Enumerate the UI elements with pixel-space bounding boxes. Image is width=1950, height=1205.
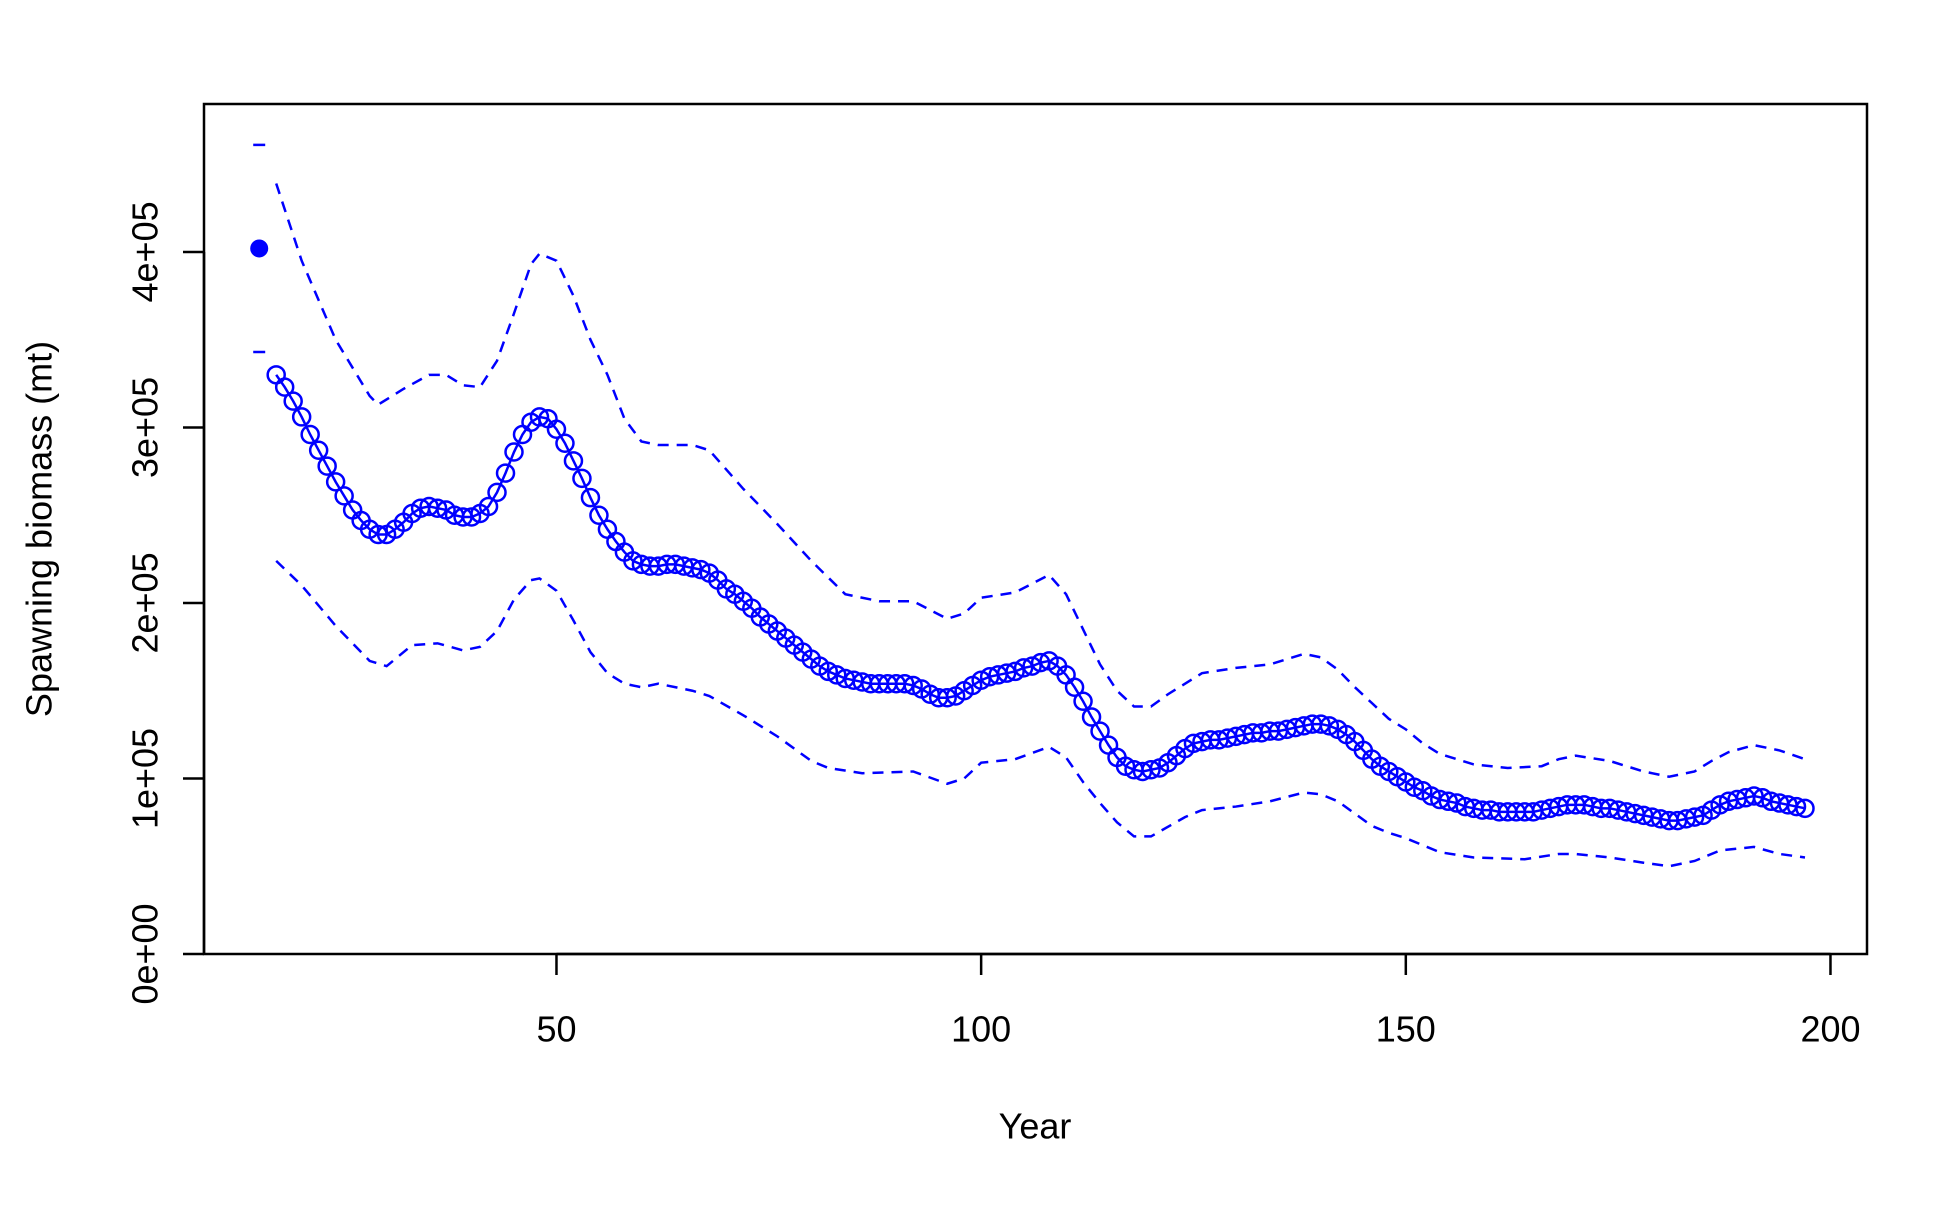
x-tick-label: 100 (951, 1009, 1011, 1050)
x-tick-label: 200 (1800, 1009, 1860, 1050)
biomass-point (308, 440, 329, 461)
biomass-point (495, 463, 516, 483)
y-tick-label: 1e+05 (125, 728, 166, 829)
biomass-point (427, 498, 448, 518)
biomass-point (1404, 777, 1425, 798)
biomass-point (1684, 807, 1705, 827)
biomass-point (317, 456, 337, 476)
x-tick-label: 150 (1376, 1009, 1436, 1050)
biomass-point (1022, 656, 1042, 676)
biomass-point (589, 505, 609, 525)
biomass-point (1319, 716, 1340, 736)
biomass-point (274, 377, 295, 397)
biomass-point (623, 551, 643, 571)
biomass-point (818, 661, 839, 682)
biomass-point (894, 673, 915, 694)
biomass-point (1311, 714, 1331, 734)
biomass-point (1141, 759, 1161, 780)
y-tick-label: 3e+05 (125, 377, 166, 478)
biomass-point (529, 407, 550, 427)
biomass-point (478, 496, 499, 517)
biomass-point (504, 442, 524, 462)
x-tick-label: 50 (536, 1009, 576, 1050)
interval-line (275, 559, 1806, 868)
y-axis-label: Spawning biomass (mt) (19, 341, 60, 717)
y-tick-label: 0e+00 (125, 903, 166, 1004)
biomass-point (283, 391, 303, 411)
biomass-point (1795, 798, 1815, 819)
y-tick-label: 4e+05 (125, 201, 166, 302)
biomass-point (580, 487, 601, 508)
biomass-point (368, 524, 388, 545)
biomass-point (1005, 661, 1025, 682)
biomass-point (334, 486, 354, 506)
biomass-point (682, 558, 703, 578)
biomass-point (1744, 786, 1764, 806)
biomass-point (487, 482, 507, 503)
biomass-point (563, 451, 584, 471)
biomass-point (1090, 721, 1110, 741)
biomass-point (996, 663, 1017, 683)
y-tick-label: 2e+05 (125, 552, 166, 653)
biomass-point (937, 688, 957, 708)
biomass-point (291, 407, 312, 427)
plot-box (202, 102, 1869, 956)
biomass-point (691, 559, 711, 580)
biomass-point (555, 433, 575, 454)
biomass-point (572, 468, 592, 489)
biomass-point (546, 419, 567, 439)
biomass-point (325, 472, 346, 492)
interval-line (275, 183, 1806, 779)
biomass-point (1421, 786, 1442, 806)
biomass-point (1073, 691, 1093, 712)
biomass-point (1752, 788, 1773, 808)
biomass-point (971, 670, 991, 690)
biomass-line (275, 374, 1806, 822)
virgin-point (250, 239, 269, 258)
biomass-point (300, 424, 320, 445)
biomass-point (1115, 756, 1136, 776)
biomass-point (1786, 796, 1807, 817)
x-axis-label: Year (999, 1106, 1072, 1147)
biomass-point (461, 507, 482, 527)
biomass-point (1013, 658, 1034, 678)
biomass-point (1064, 677, 1085, 697)
biomass-point (903, 675, 923, 696)
biomass-point (1447, 793, 1467, 813)
biomass-point (1438, 791, 1459, 812)
biomass-point (1710, 795, 1730, 815)
biomass-point (827, 665, 847, 685)
biomass-point (1081, 707, 1102, 727)
